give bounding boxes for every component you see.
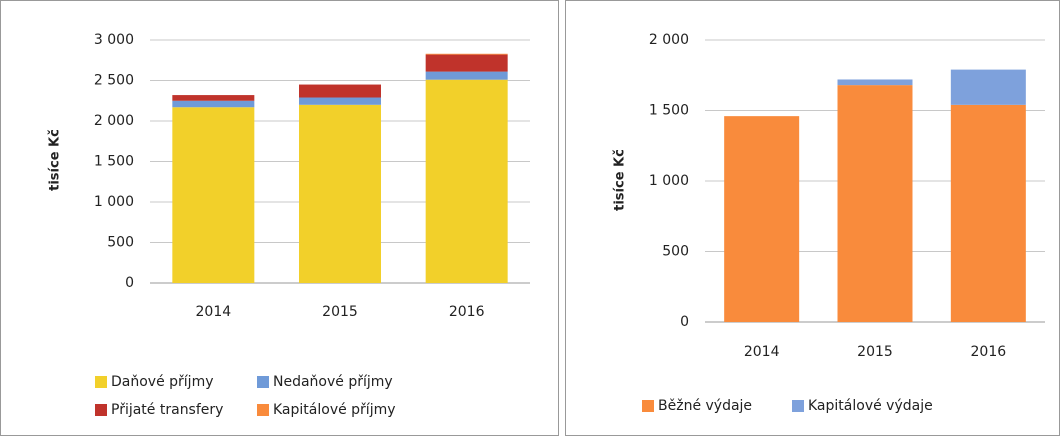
legend-label: Kapitálové výdaje bbox=[808, 398, 933, 414]
y-tick-label: 3 000 bbox=[94, 32, 134, 48]
y-tick-label: 500 bbox=[662, 244, 689, 260]
y-tick-label: 0 bbox=[680, 314, 689, 330]
bar-segment bbox=[425, 79, 508, 283]
bar-segment bbox=[950, 104, 1026, 322]
legend-swatch bbox=[257, 404, 269, 416]
y-tick-label: 2 500 bbox=[94, 73, 134, 89]
y-tick-label: 1 000 bbox=[649, 173, 689, 189]
y-tick-label: 1 500 bbox=[94, 154, 134, 170]
x-tick-label: 2015 bbox=[322, 304, 358, 320]
y-tick-label: 2 000 bbox=[649, 32, 689, 48]
legend-swatch bbox=[642, 400, 654, 412]
bar-segment bbox=[425, 53, 508, 55]
x-tick-label: 2016 bbox=[449, 304, 485, 320]
bar-segment bbox=[425, 71, 508, 80]
y-axis-label: tisíce Kč bbox=[48, 129, 63, 191]
bar-segment bbox=[837, 85, 913, 323]
legend-swatch bbox=[95, 404, 107, 416]
bar-segment bbox=[172, 100, 255, 108]
y-axis-label: tisíce Kč bbox=[613, 149, 628, 211]
y-tick-label: 2 000 bbox=[94, 113, 134, 129]
bar-segment bbox=[299, 84, 381, 98]
bar-segment bbox=[724, 116, 800, 322]
bar-segment bbox=[172, 95, 255, 101]
legend-label: Daňové příjmy bbox=[111, 374, 214, 390]
legend-label: Kapitálové příjmy bbox=[273, 402, 396, 418]
bar-segment bbox=[950, 69, 1026, 105]
bar-segment bbox=[172, 107, 255, 283]
y-tick-label: 1 500 bbox=[649, 103, 689, 119]
legend-swatch bbox=[257, 376, 269, 388]
x-tick-label: 2016 bbox=[971, 344, 1007, 360]
legend-swatch bbox=[95, 376, 107, 388]
x-tick-label: 2014 bbox=[744, 344, 780, 360]
y-tick-label: 1 000 bbox=[94, 194, 134, 210]
legend-swatch bbox=[792, 400, 804, 412]
legend-label: Běžné výdaje bbox=[658, 398, 752, 414]
x-tick-label: 2014 bbox=[196, 304, 232, 320]
bar-segment bbox=[299, 97, 381, 105]
y-tick-label: 0 bbox=[125, 275, 134, 291]
legend-label: Přijaté transfery bbox=[111, 402, 223, 418]
x-tick-label: 2015 bbox=[857, 344, 893, 360]
y-tick-label: 500 bbox=[107, 235, 134, 251]
bar-segment bbox=[837, 79, 913, 86]
bar-segment bbox=[299, 104, 381, 283]
legend-label: Nedaňové příjmy bbox=[273, 374, 393, 390]
bar-segment bbox=[425, 54, 508, 72]
